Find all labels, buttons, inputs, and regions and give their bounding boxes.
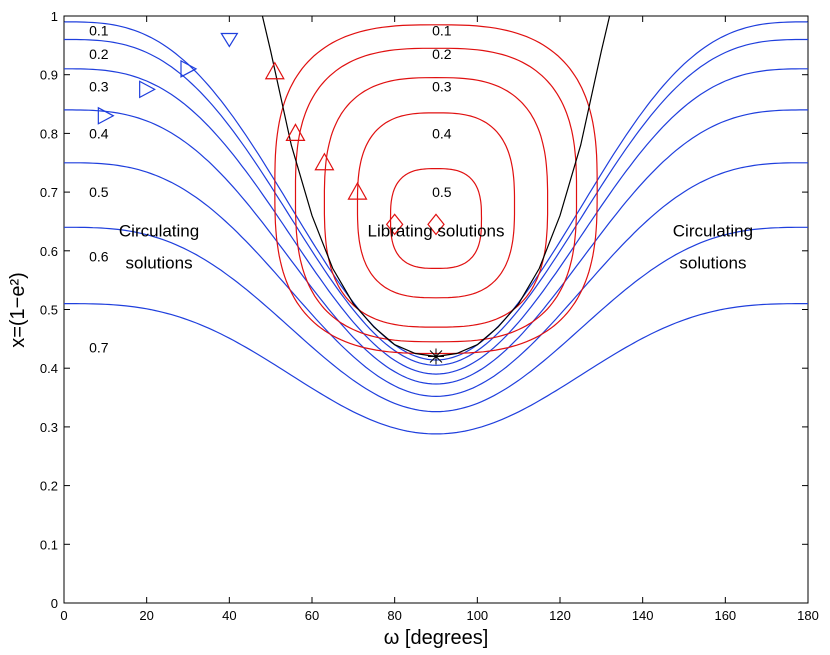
x-tick-label: 0 xyxy=(60,608,67,623)
circulating-curve-0.3 xyxy=(64,68,808,375)
y-tick-label: 0.2 xyxy=(40,479,58,494)
level-label: 0.5 xyxy=(89,184,109,200)
region-annotation: solutions xyxy=(679,254,746,273)
librating-curve-0.1 xyxy=(274,24,598,355)
markers-layer xyxy=(97,32,445,365)
librating-curve-0.2 xyxy=(294,47,578,343)
y-tick-label: 0.7 xyxy=(40,185,58,200)
y-tick-label: 1 xyxy=(51,9,58,24)
x-tick-label: 80 xyxy=(387,608,401,623)
red-triangle-marker xyxy=(347,181,368,200)
y-tick-label: 0.8 xyxy=(40,126,58,141)
blue-triangle-marker xyxy=(97,106,115,125)
circulating-curve-0.5 xyxy=(64,162,808,398)
level-label: 0.2 xyxy=(89,46,109,62)
plot-area xyxy=(63,15,809,604)
level-label: 0.4 xyxy=(89,125,109,141)
red-diamond-marker xyxy=(385,213,404,236)
region-annotation: Circulating xyxy=(673,221,753,240)
y-tick-label: 0.3 xyxy=(40,420,58,435)
region-annotation: solutions xyxy=(126,254,193,273)
red-triangle-marker xyxy=(285,123,306,141)
level-label: 0.7 xyxy=(89,340,109,356)
level-label: 0.5 xyxy=(432,184,452,200)
level-label: 0.1 xyxy=(89,23,109,39)
circulating-curve-0.6 xyxy=(64,226,808,413)
x-tick-label: 180 xyxy=(797,608,819,623)
blue-triangle-marker xyxy=(139,80,156,99)
y-tick-label: 0.4 xyxy=(40,361,58,376)
librating-curve-0.5 xyxy=(389,168,483,269)
labels-layer: 0.1 0.2 0.3 0.4 0.5 0.6 0.7 0.1 0.2 0.3 0.4 0.5 Circ… xyxy=(89,23,753,356)
librating-curve-0.4 xyxy=(356,112,516,299)
y-tick-label: 0.1 xyxy=(40,537,58,552)
librating-curve-0.3 xyxy=(323,76,549,328)
level-label: 0.3 xyxy=(89,78,109,94)
level-label: 0.3 xyxy=(432,78,452,94)
y-tick-label: 0.5 xyxy=(40,303,58,318)
x-tick-label: 60 xyxy=(305,608,319,623)
region-annotation: Circulating xyxy=(119,221,199,240)
x-tick-label: 120 xyxy=(549,608,571,623)
y-axis-title: x=(1−e²) xyxy=(7,272,29,348)
circulating-curve-0.2 xyxy=(64,38,808,366)
level-label: 0.2 xyxy=(432,46,452,62)
blue-triangle-marker xyxy=(180,59,198,78)
x-axis-title: ω [degrees] xyxy=(384,627,489,649)
y-tick-label: 0 xyxy=(51,596,58,611)
circulating-curve-0.7 xyxy=(64,303,808,435)
blue-triangle-marker xyxy=(220,32,239,48)
region-annotation: Librating solutions xyxy=(367,221,504,240)
x-tick-label: 140 xyxy=(632,608,654,623)
level-label: 0.6 xyxy=(89,249,109,265)
y-tick-label: 0.9 xyxy=(40,68,58,83)
y-tick-label: 0.6 xyxy=(40,244,58,259)
x-tick-label: 20 xyxy=(139,608,153,623)
x-tick-label: 40 xyxy=(222,608,236,623)
axes-layer: 0 20 40 60 80 100 120 140 160 180 0 0.1 0.2 0.3 0.4 0.5… xyxy=(40,9,819,623)
red-diamond-marker xyxy=(427,213,445,236)
circulating-curve-0.4 xyxy=(64,109,808,385)
red-triangle-marker xyxy=(264,61,285,80)
x-tick-label: 100 xyxy=(466,608,488,623)
red-triangle-marker xyxy=(314,152,335,171)
equilibrium-star-marker xyxy=(429,350,443,363)
x-tick-label: 160 xyxy=(714,608,736,623)
level-label: 0.4 xyxy=(432,125,452,141)
level-label: 0.1 xyxy=(432,23,452,39)
